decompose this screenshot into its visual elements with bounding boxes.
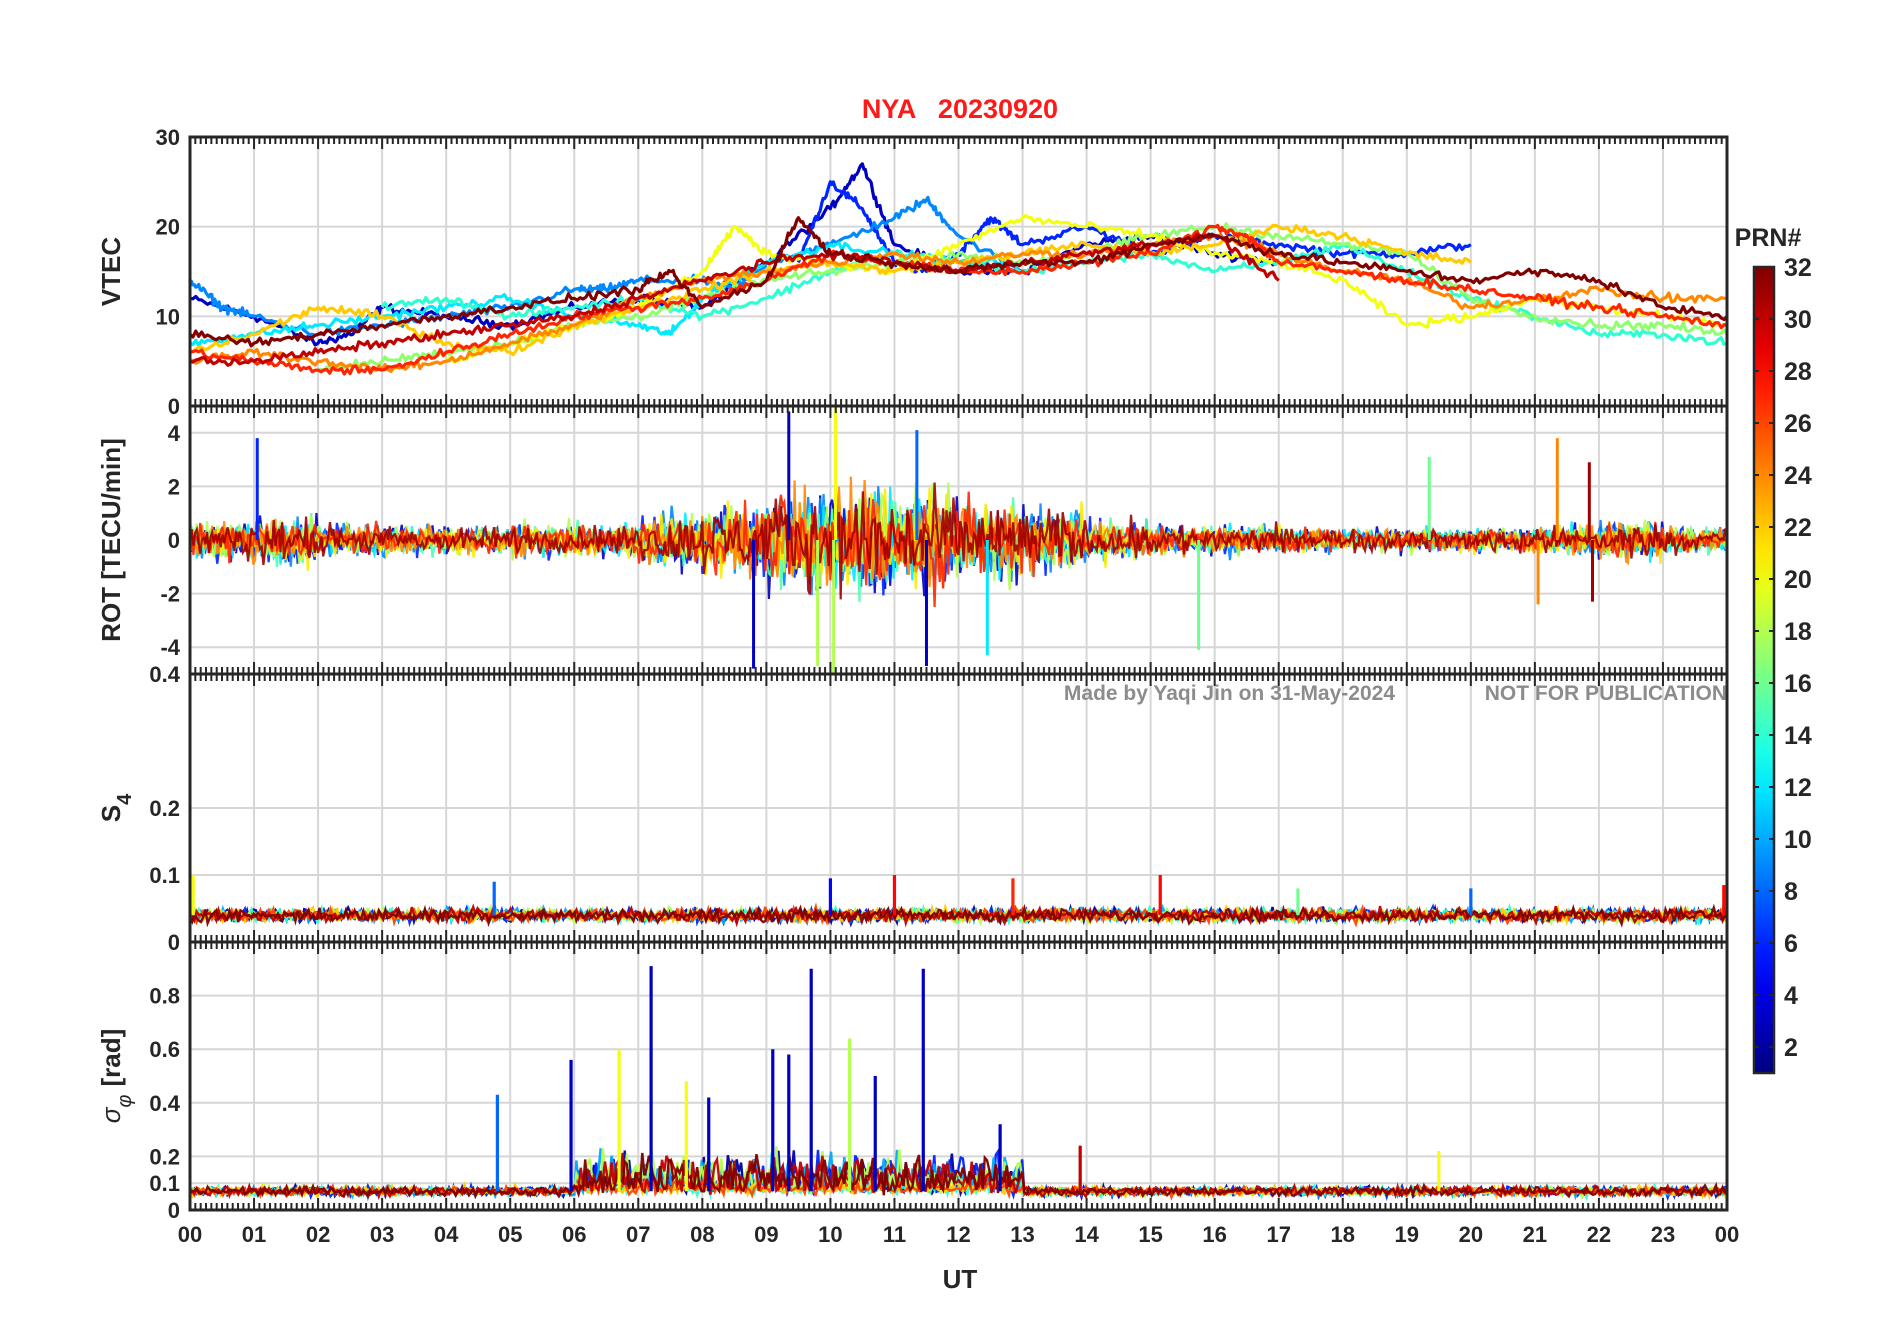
vtec-line-prn-12 — [190, 241, 1024, 348]
data-series — [190, 406, 1727, 674]
x-tick-label: 16 — [1202, 1222, 1226, 1247]
y-tick-label: 0 — [168, 1198, 180, 1223]
panel-rot: -4 -2 0 2 4 ROT [TECU/min] — [96, 404, 1729, 676]
x-tick-label: 01 — [242, 1222, 266, 1247]
colorbar-tick-label: 16 — [1784, 670, 1812, 698]
colorbar-tick-label: 30 — [1784, 306, 1812, 334]
x-tick-label: 02 — [306, 1222, 330, 1247]
colorbar-tick-label: 32 — [1784, 254, 1812, 282]
y-tick-label: 0.4 — [149, 662, 180, 687]
x-tick-label: 05 — [498, 1222, 522, 1247]
y-tick-label: 0.4 — [149, 1091, 180, 1116]
vtec-line-prn-27 — [190, 223, 1727, 376]
y-axis-label-subscript: 4 — [114, 793, 136, 805]
data-series — [190, 162, 1727, 376]
x-tick-label: 22 — [1587, 1222, 1611, 1247]
colorbar-tick-label: 2 — [1784, 1034, 1798, 1062]
y-axis-label-sigma: σ — [96, 1106, 126, 1123]
chart-title: NYA 20230920 — [862, 94, 1058, 124]
y-axis-label-unit: [rad] — [96, 1029, 126, 1087]
x-tick-label: 14 — [1074, 1222, 1099, 1247]
x-tick-label: 00 — [1715, 1222, 1739, 1247]
rot-line-prn-31 — [190, 482, 1727, 600]
y-tick-label: 2 — [168, 474, 180, 499]
x-tick-label: 03 — [370, 1222, 394, 1247]
x-tick-label: 08 — [690, 1222, 714, 1247]
colorbar-tick-label: 14 — [1784, 722, 1812, 750]
colorbar-label: PRN# — [1735, 224, 1802, 252]
y-axis-label: σφ [rad] — [96, 1029, 136, 1124]
data-series — [190, 966, 1727, 1202]
panel-vtec: 0 10 20 30 VTEC — [96, 125, 1729, 419]
y-axis-label: VTEC — [96, 237, 126, 307]
y-tick-label: 20 — [156, 215, 180, 240]
colorbar-tick-label: 20 — [1784, 566, 1812, 594]
y-tick-label: 0.2 — [149, 1144, 180, 1169]
x-ticks — [189, 406, 1728, 674]
vtec-line-prn-30 — [190, 232, 1280, 367]
x-tick-label: 13 — [1010, 1222, 1034, 1247]
panel-s4: 0 0.1 0.2 0.4 S4 — [96, 662, 1729, 955]
panel-sigma: 00.10.2 0.4 0.6 0.8 σφ [rad] — [96, 940, 1729, 1223]
x-ticks — [189, 942, 1728, 1210]
x-tick-labels: 00 01 02 03 04 05 06 07 08 09 10 11 12 13 14 15 16 17 18 19… — [178, 1222, 1739, 1247]
x-tick-label: 07 — [626, 1222, 650, 1247]
colorbar-tick-label: 24 — [1784, 462, 1812, 490]
colorbar-gradient — [1752, 265, 1776, 1075]
data-series — [190, 875, 1727, 928]
colorbar-tick-label: 22 — [1784, 514, 1812, 542]
x-ticks — [189, 137, 1728, 406]
y-tick-label: 0.1 — [149, 1171, 180, 1196]
y-axis-label-phi: φ — [114, 1095, 136, 1108]
x-tick-label: 23 — [1651, 1222, 1675, 1247]
colorbar-tick-label: 26 — [1784, 410, 1812, 438]
y-tick-label: 0 — [168, 394, 180, 419]
y-tick-label: 10 — [156, 304, 180, 329]
x-tick-label: 11 — [883, 1222, 906, 1247]
y-tick-label: 30 — [156, 125, 180, 150]
y-tick-label: -2 — [160, 582, 180, 607]
x-tick-label: 20 — [1459, 1222, 1483, 1247]
vtec-line-prn-32 — [190, 216, 1727, 348]
x-tick-label: 10 — [818, 1222, 842, 1247]
x-tick-label: 04 — [434, 1222, 459, 1247]
x-tick-label: 17 — [1266, 1222, 1290, 1247]
vtec-line-prn-24 — [190, 233, 1727, 373]
sigma-line-prn-32 — [190, 1152, 1727, 1200]
x-tick-label: 21 — [1523, 1222, 1547, 1247]
y-tick-label: 0.8 — [149, 984, 180, 1009]
x-tick-label: 15 — [1138, 1222, 1162, 1247]
colorbar-tick-label: 6 — [1784, 930, 1798, 958]
colorbar-tick-label: 10 — [1784, 826, 1812, 854]
x-axis-label: UT — [943, 1264, 978, 1294]
x-tick-label: 09 — [754, 1222, 778, 1247]
y-tick-label: -4 — [160, 635, 180, 660]
y-tick-label: 0.6 — [149, 1037, 180, 1062]
x-tick-label: 18 — [1331, 1222, 1355, 1247]
x-tick-label: 12 — [946, 1222, 970, 1247]
y-tick-label: 0 — [168, 528, 180, 553]
y-tick-label: 0.1 — [149, 863, 180, 888]
x-tick-label: 00 — [178, 1222, 202, 1247]
colorbar-tick-label: 18 — [1784, 618, 1812, 646]
x-tick-label: 19 — [1395, 1222, 1419, 1247]
colorbar-tick-label: 8 — [1784, 878, 1798, 906]
x-tick-label: 06 — [562, 1222, 586, 1247]
watermark-notice: NOT FOR PUBLICATION — [1485, 682, 1727, 705]
y-tick-label: 4 — [168, 421, 181, 446]
y-tick-label: 0 — [168, 930, 180, 955]
y-axis-label: ROT [TECU/min] — [96, 438, 126, 642]
colorbar-tick-label: 28 — [1784, 358, 1812, 386]
y-axis-label: S4 — [96, 793, 136, 822]
y-tick-label: 0.2 — [149, 796, 180, 821]
gridlines — [190, 942, 1727, 1210]
colorbar-tick-label: 12 — [1784, 774, 1812, 802]
watermark-author: Made by Yaqi Jin on 31-May-2024 — [1064, 682, 1395, 705]
colorbar-tick-label: 4 — [1784, 982, 1798, 1010]
